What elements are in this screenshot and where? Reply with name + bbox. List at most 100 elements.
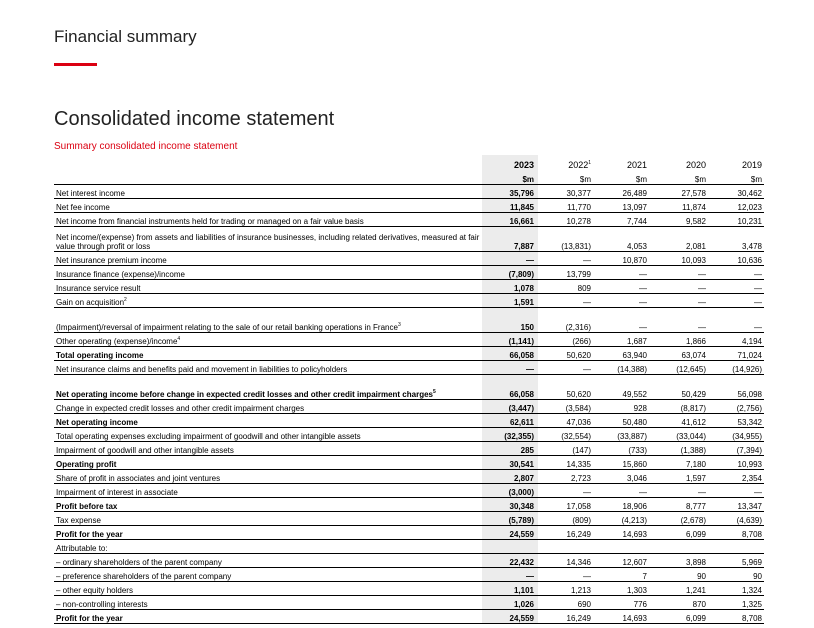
value-cell-2019: 8,708 (708, 609, 764, 624)
table-row: Net insurance claims and benefits paid a… (54, 360, 764, 375)
value-cell-2019: — (708, 265, 764, 280)
value-cell-2022: 16,249 (538, 609, 593, 624)
row-label-text: Gain on acquisition (56, 298, 125, 307)
value-cell-2023: (1,141) (482, 332, 538, 347)
value-cell-2020: 7,180 (649, 455, 708, 470)
value-cell-2019: 10,231 (708, 212, 764, 227)
value-cell-2022: 14,346 (538, 553, 593, 568)
value-cell-2021 (593, 539, 649, 554)
column-unit: $m (694, 175, 706, 184)
footnote-marker: 2 (124, 297, 127, 303)
value-cell-2022: — (538, 483, 593, 498)
value-cell-2019: 53,342 (708, 413, 764, 428)
value-cell-2022: 17,058 (538, 497, 593, 512)
value-cell-2021: 7 (593, 567, 649, 582)
row-label-text: Net income from financial instruments he… (56, 217, 364, 226)
value-cell-2022: (13,831) (538, 226, 593, 252)
value-cell-2019: 2,354 (708, 469, 764, 484)
row-label: Total operating income (54, 346, 482, 361)
header-label-cell (54, 170, 482, 185)
value-cell-2023: 16,661 (482, 212, 538, 227)
row-label-text: – other equity holders (56, 586, 133, 595)
value-cell-2022: 1,213 (538, 581, 593, 596)
value-cell-2021: — (593, 483, 649, 498)
value-cell-2021: — (593, 265, 649, 280)
value-cell-2021: 49,552 (593, 374, 649, 400)
footnote-marker: 1 (588, 160, 591, 166)
row-label-text: – ordinary shareholders of the parent co… (56, 558, 222, 567)
value-cell-2020: 9,582 (649, 212, 708, 227)
column-unit: $m (635, 175, 647, 184)
row-label-text: Net operating income before change in ex… (56, 390, 433, 399)
value-cell-2019: (4,639) (708, 511, 764, 526)
value-cell-2020: 3,898 (649, 553, 708, 568)
value-cell-2019: 90 (708, 567, 764, 582)
row-label-text: Other operating (expense)/income (56, 337, 178, 346)
value-cell-2021: (733) (593, 441, 649, 456)
row-label-text: Operating profit (56, 460, 117, 469)
value-cell-2020: 50,429 (649, 374, 708, 400)
header-label-cell (54, 155, 482, 170)
value-cell-2023: 24,559 (482, 609, 538, 624)
row-label-text: Profit before tax (56, 502, 118, 511)
row-label-text: Share of profit in associates and joint … (56, 474, 221, 483)
value-cell-2022: 14,335 (538, 455, 593, 470)
value-cell-2019: — (708, 483, 764, 498)
table-row: Attributable to: (54, 539, 764, 554)
value-cell-2020: (12,645) (649, 360, 708, 375)
value-cell-2021: — (593, 293, 649, 308)
value-cell-2019: (14,926) (708, 360, 764, 375)
value-cell-2019: 12,023 (708, 198, 764, 213)
value-cell-2019: 13,347 (708, 497, 764, 512)
row-label-text: Net insurance claims and benefits paid a… (56, 365, 348, 374)
value-cell-2023: (5,789) (482, 511, 538, 526)
row-label-text: Total operating income (56, 351, 144, 360)
row-label-text: Net insurance premium income (56, 256, 167, 265)
accent-bar (54, 63, 97, 66)
value-cell-2021: 15,860 (593, 455, 649, 470)
footnote-marker: 5 (433, 389, 436, 395)
table-row: Net income from financial instruments he… (54, 212, 764, 227)
table-row: Total operating income 66,058 50,620 63,940… (54, 346, 764, 361)
row-label: – ordinary shareholders of the parent co… (54, 553, 482, 568)
value-cell-2019: 10,993 (708, 455, 764, 470)
value-cell-2021: 63,940 (593, 346, 649, 361)
value-cell-2022: 50,620 (538, 374, 593, 400)
value-cell-2022: 13,799 (538, 265, 593, 280)
table-row: Profit before tax 30,348 17,058 18,906 8,777… (54, 497, 764, 512)
value-cell-2023: (32,355) (482, 427, 538, 442)
row-label: (Impairment)/reversal of impairment rela… (54, 307, 482, 333)
table-row: Operating profit 30,541 14,335 15,860 7,180 1… (54, 455, 764, 470)
value-cell-2023: 30,541 (482, 455, 538, 470)
row-label-text: Attributable to: (56, 544, 108, 553)
table-row: – preference shareholders of the parent … (54, 567, 764, 582)
table-subtitle: Summary consolidated income statement (54, 141, 238, 152)
value-cell-2023: 1,078 (482, 279, 538, 294)
row-label: Net operating income before change in ex… (54, 374, 482, 400)
value-cell-2023: (3,000) (482, 483, 538, 498)
value-cell-2021: 26,489 (593, 184, 649, 199)
value-cell-2023: 150 (482, 307, 538, 333)
value-cell-2020: 11,874 (649, 198, 708, 213)
value-cell-2020: (33,044) (649, 427, 708, 442)
column-header-year: 2020 (649, 155, 708, 170)
row-label-text: (Impairment)/reversal of impairment rela… (56, 323, 398, 332)
table-row: Profit for the year 24,559 16,249 14,693 6,0… (54, 525, 764, 540)
value-cell-2022: (3,584) (538, 399, 593, 414)
value-cell-2021: 1,303 (593, 581, 649, 596)
table-row: Net fee income 11,845 11,770 13,097 11,874 12… (54, 198, 764, 213)
value-cell-2020: 1,866 (649, 332, 708, 347)
value-cell-2022: — (538, 360, 593, 375)
value-cell-2019: — (708, 293, 764, 308)
value-cell-2023: 1,591 (482, 293, 538, 308)
value-cell-2023: (3,447) (482, 399, 538, 414)
row-label: Impairment of interest in associate (54, 483, 482, 498)
value-cell-2021: (4,213) (593, 511, 649, 526)
row-label-text: Profit for the year (56, 530, 123, 539)
table-header-row: 2023 20221 2021 2020 2019 (54, 155, 764, 170)
value-cell-2022: — (538, 567, 593, 582)
value-cell-2020: — (649, 265, 708, 280)
value-cell-2022: 2,723 (538, 469, 593, 484)
row-label: Insurance finance (expense)/income (54, 265, 482, 280)
value-cell-2020: 2,081 (649, 226, 708, 252)
